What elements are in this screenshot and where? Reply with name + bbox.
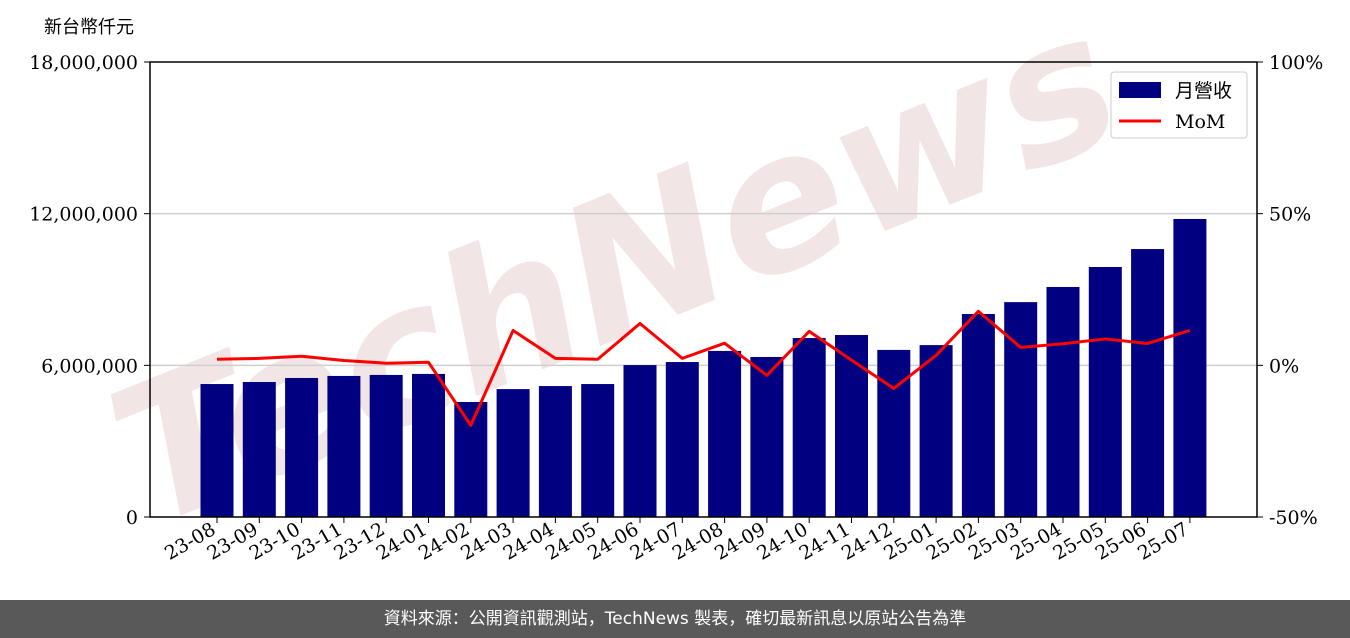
- y-tick-label: 6,000,000: [41, 355, 138, 377]
- bar: [412, 373, 445, 517]
- bar: [835, 335, 868, 517]
- plot-frame: [149, 61, 1258, 518]
- bar: [1004, 302, 1038, 517]
- bar: [623, 365, 657, 517]
- line: [216, 309, 1191, 427]
- y2-tick-label: -50%: [1269, 507, 1318, 529]
- legend-swatch: [1119, 82, 1161, 98]
- bar: [538, 386, 572, 517]
- bar: [877, 349, 911, 517]
- bar: [792, 338, 826, 517]
- bar: [1131, 249, 1165, 518]
- legend-label: MoM: [1175, 111, 1225, 133]
- y-axis-label: 新台幣仟元: [44, 17, 134, 38]
- y2-tick-label: 100%: [1269, 52, 1323, 74]
- y2-tick-label: 50%: [1269, 204, 1311, 226]
- y-tick-label: 0: [126, 507, 138, 529]
- footer: 資料來源：公開資訊觀測站，TechNews 製表，確切最新訊息以原站公告為準: [0, 600, 1350, 638]
- legend-label: 月營收: [1175, 80, 1232, 102]
- bar: [1173, 218, 1207, 517]
- bar: [665, 362, 699, 517]
- bar: [750, 356, 784, 517]
- bar: [200, 384, 234, 517]
- y-tick-label: 12,000,000: [29, 204, 138, 226]
- bar: [1046, 286, 1080, 517]
- bar: [961, 314, 995, 517]
- bar: [919, 345, 953, 517]
- bar: [327, 375, 361, 517]
- bar: [285, 377, 319, 517]
- bar: [708, 350, 742, 517]
- bar: [496, 389, 530, 517]
- bar: [242, 382, 276, 517]
- bar: [1088, 267, 1122, 517]
- y2-tick-label: 0%: [1269, 355, 1299, 377]
- bar: [454, 401, 488, 517]
- bar: [581, 384, 615, 517]
- chart: TechNews 新台幣仟元 06,000,00012,000,00018,00…: [29, 0, 1323, 570]
- bar: [369, 374, 403, 517]
- y-tick-label: 18,000,000: [29, 52, 138, 74]
